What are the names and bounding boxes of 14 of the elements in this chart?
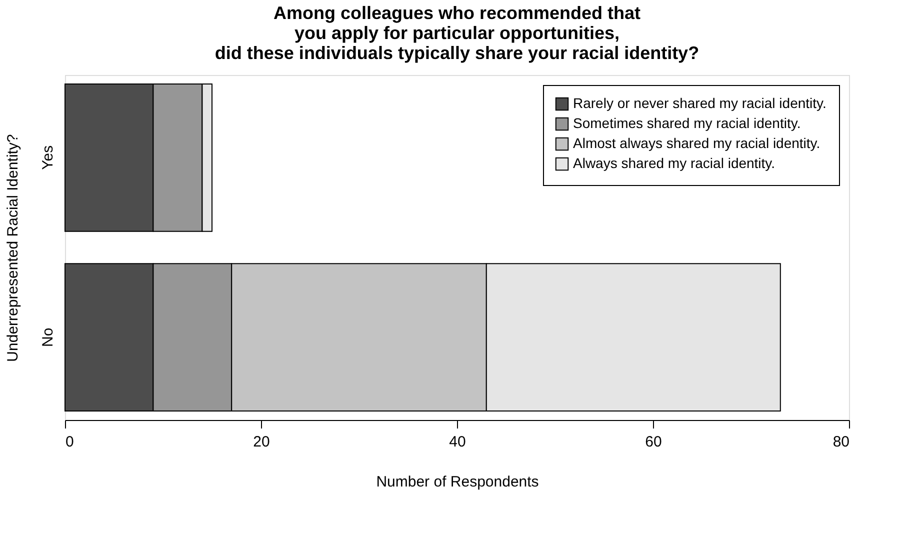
legend-label: Rarely or never shared my racial identity. — [573, 95, 826, 111]
chart-title: Among colleagues who recommended that you apply for particular opportunities, did these individuals typically share your racial identity? — [214, 3, 700, 63]
y-axis-title: Underrepresented Racial Identity? — [4, 134, 22, 362]
x-tick-label: 40 — [449, 434, 466, 450]
x-tick-label: 20 — [253, 434, 270, 450]
y-tick-label: Yes — [40, 145, 56, 170]
x-tick-label: 60 — [645, 434, 662, 450]
x-axis-title: Number of Respondents — [376, 474, 539, 490]
legend-label: Almost always shared my racial identity. — [573, 135, 820, 151]
x-tick-label: 80 — [832, 434, 850, 450]
legend-label: Sometimes shared my racial identity. — [573, 115, 801, 131]
legend-label: Always shared my racial identity. — [573, 155, 776, 171]
x-tick-label: 0 — [66, 434, 74, 450]
y-tick-label: No — [40, 328, 56, 347]
